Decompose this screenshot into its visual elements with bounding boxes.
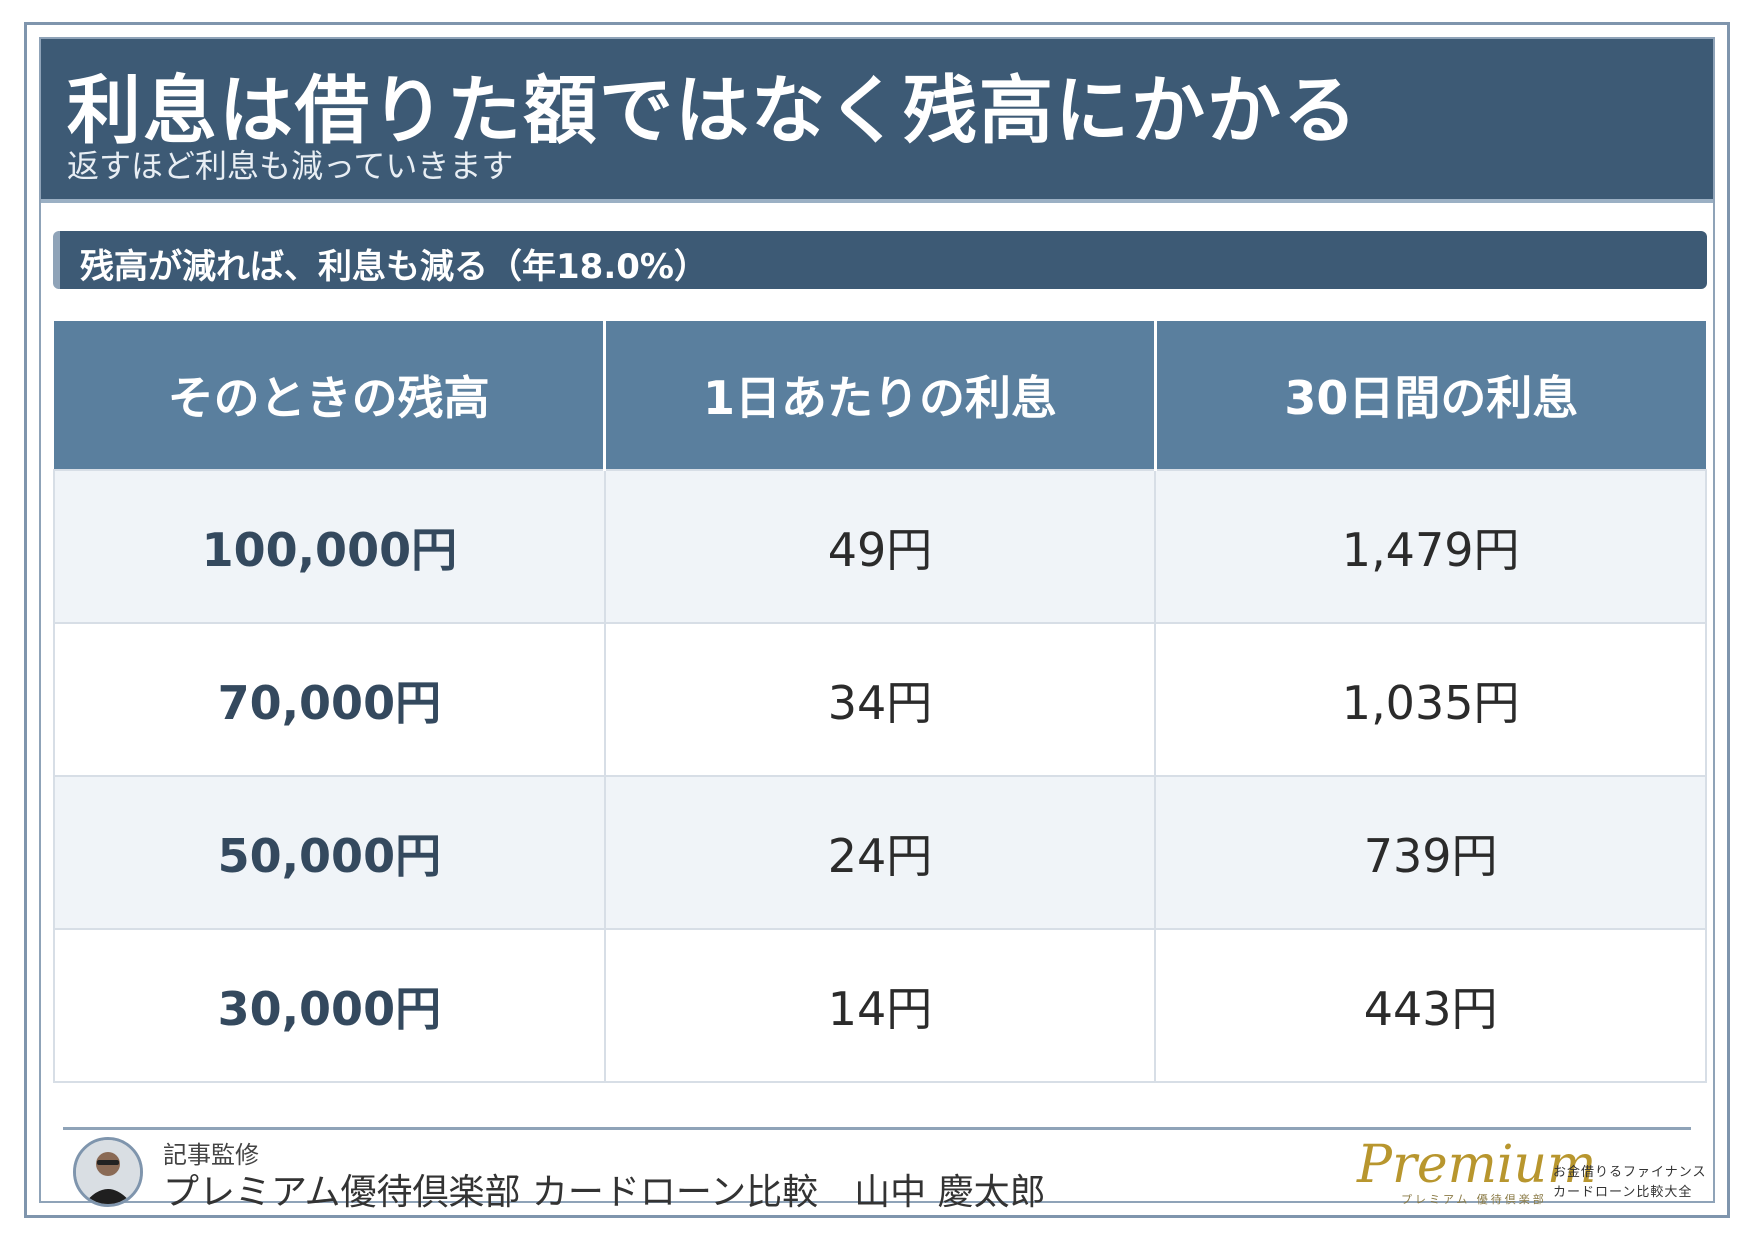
interest-table: そのときの残高 1日あたりの利息 30日間の利息 100,000円 49円 1,… <box>53 321 1707 1083</box>
monthly-interest-cell: 443円 <box>1154 928 1707 1083</box>
balance-cell: 50,000円 <box>53 775 606 930</box>
page-subtitle: 返すほど利息も減っていきます <box>67 147 514 185</box>
logo-tagline-2: カードローン比較大全 <box>1553 1185 1693 1200</box>
balance-cell: 100,000円 <box>53 469 606 624</box>
column-header-daily-interest: 1日あたりの利息 <box>603 321 1157 470</box>
table-row: 100,000円 49円 1,479円 <box>53 469 1707 624</box>
section-heading-bar: 残高が減れば、利息も減る（年18.0%） <box>53 231 1707 289</box>
table-row: 70,000円 34円 1,035円 <box>53 622 1707 777</box>
monthly-interest-cell: 739円 <box>1154 775 1707 930</box>
supervisor-avatar <box>73 1137 143 1207</box>
daily-interest-cell: 34円 <box>603 622 1157 777</box>
logo-subtext: プレミアム 優待倶楽部 <box>1401 1193 1547 1206</box>
table-header-row: そのときの残高 1日あたりの利息 30日間の利息 <box>54 321 1706 470</box>
monthly-interest-cell: 1,035円 <box>1154 622 1707 777</box>
daily-interest-cell: 24円 <box>603 775 1157 930</box>
supervisor-name: プレミアム優待倶楽部 カードローン比較 山中 慶太郎 <box>163 1172 1046 1213</box>
header-banner: 利息は借りた額ではなく残高にかかる 返すほど利息も減っていきます <box>41 39 1713 203</box>
inner-frame: 利息は借りた額ではなく残高にかかる 返すほど利息も減っていきます 残高が減れば、… <box>39 37 1715 1213</box>
daily-interest-cell: 14円 <box>603 928 1157 1083</box>
logo-tagline-1: お金借りるファイナンス <box>1553 1165 1707 1180</box>
table-row: 30,000円 14円 443円 <box>53 928 1707 1083</box>
page-frame: 利息は借りた額ではなく残高にかかる 返すほど利息も減っていきます 残高が減れば、… <box>24 22 1730 1218</box>
table-row: 50,000円 24円 739円 <box>53 775 1707 930</box>
column-header-30day-interest: 30日間の利息 <box>1153 321 1706 470</box>
logo-script-text: Premium <box>1357 1135 1597 1195</box>
section-heading: 残高が減れば、利息も減る（年18.0%） <box>80 247 708 287</box>
column-header-balance: そのときの残高 <box>54 321 607 470</box>
footer-divider <box>63 1127 1691 1130</box>
page-title: 利息は借りた額ではなく残高にかかる <box>67 68 1359 154</box>
balance-cell: 70,000円 <box>53 622 606 777</box>
person-icon <box>76 1140 140 1204</box>
monthly-interest-cell: 1,479円 <box>1154 469 1707 624</box>
premium-logo: Premium プレミアム 優待倶楽部 お金借りるファイナンス カードローン比較… <box>1357 1135 1705 1217</box>
daily-interest-cell: 49円 <box>603 469 1157 624</box>
supervise-label: 記事監修 <box>163 1141 259 1169</box>
balance-cell: 30,000円 <box>53 928 606 1083</box>
